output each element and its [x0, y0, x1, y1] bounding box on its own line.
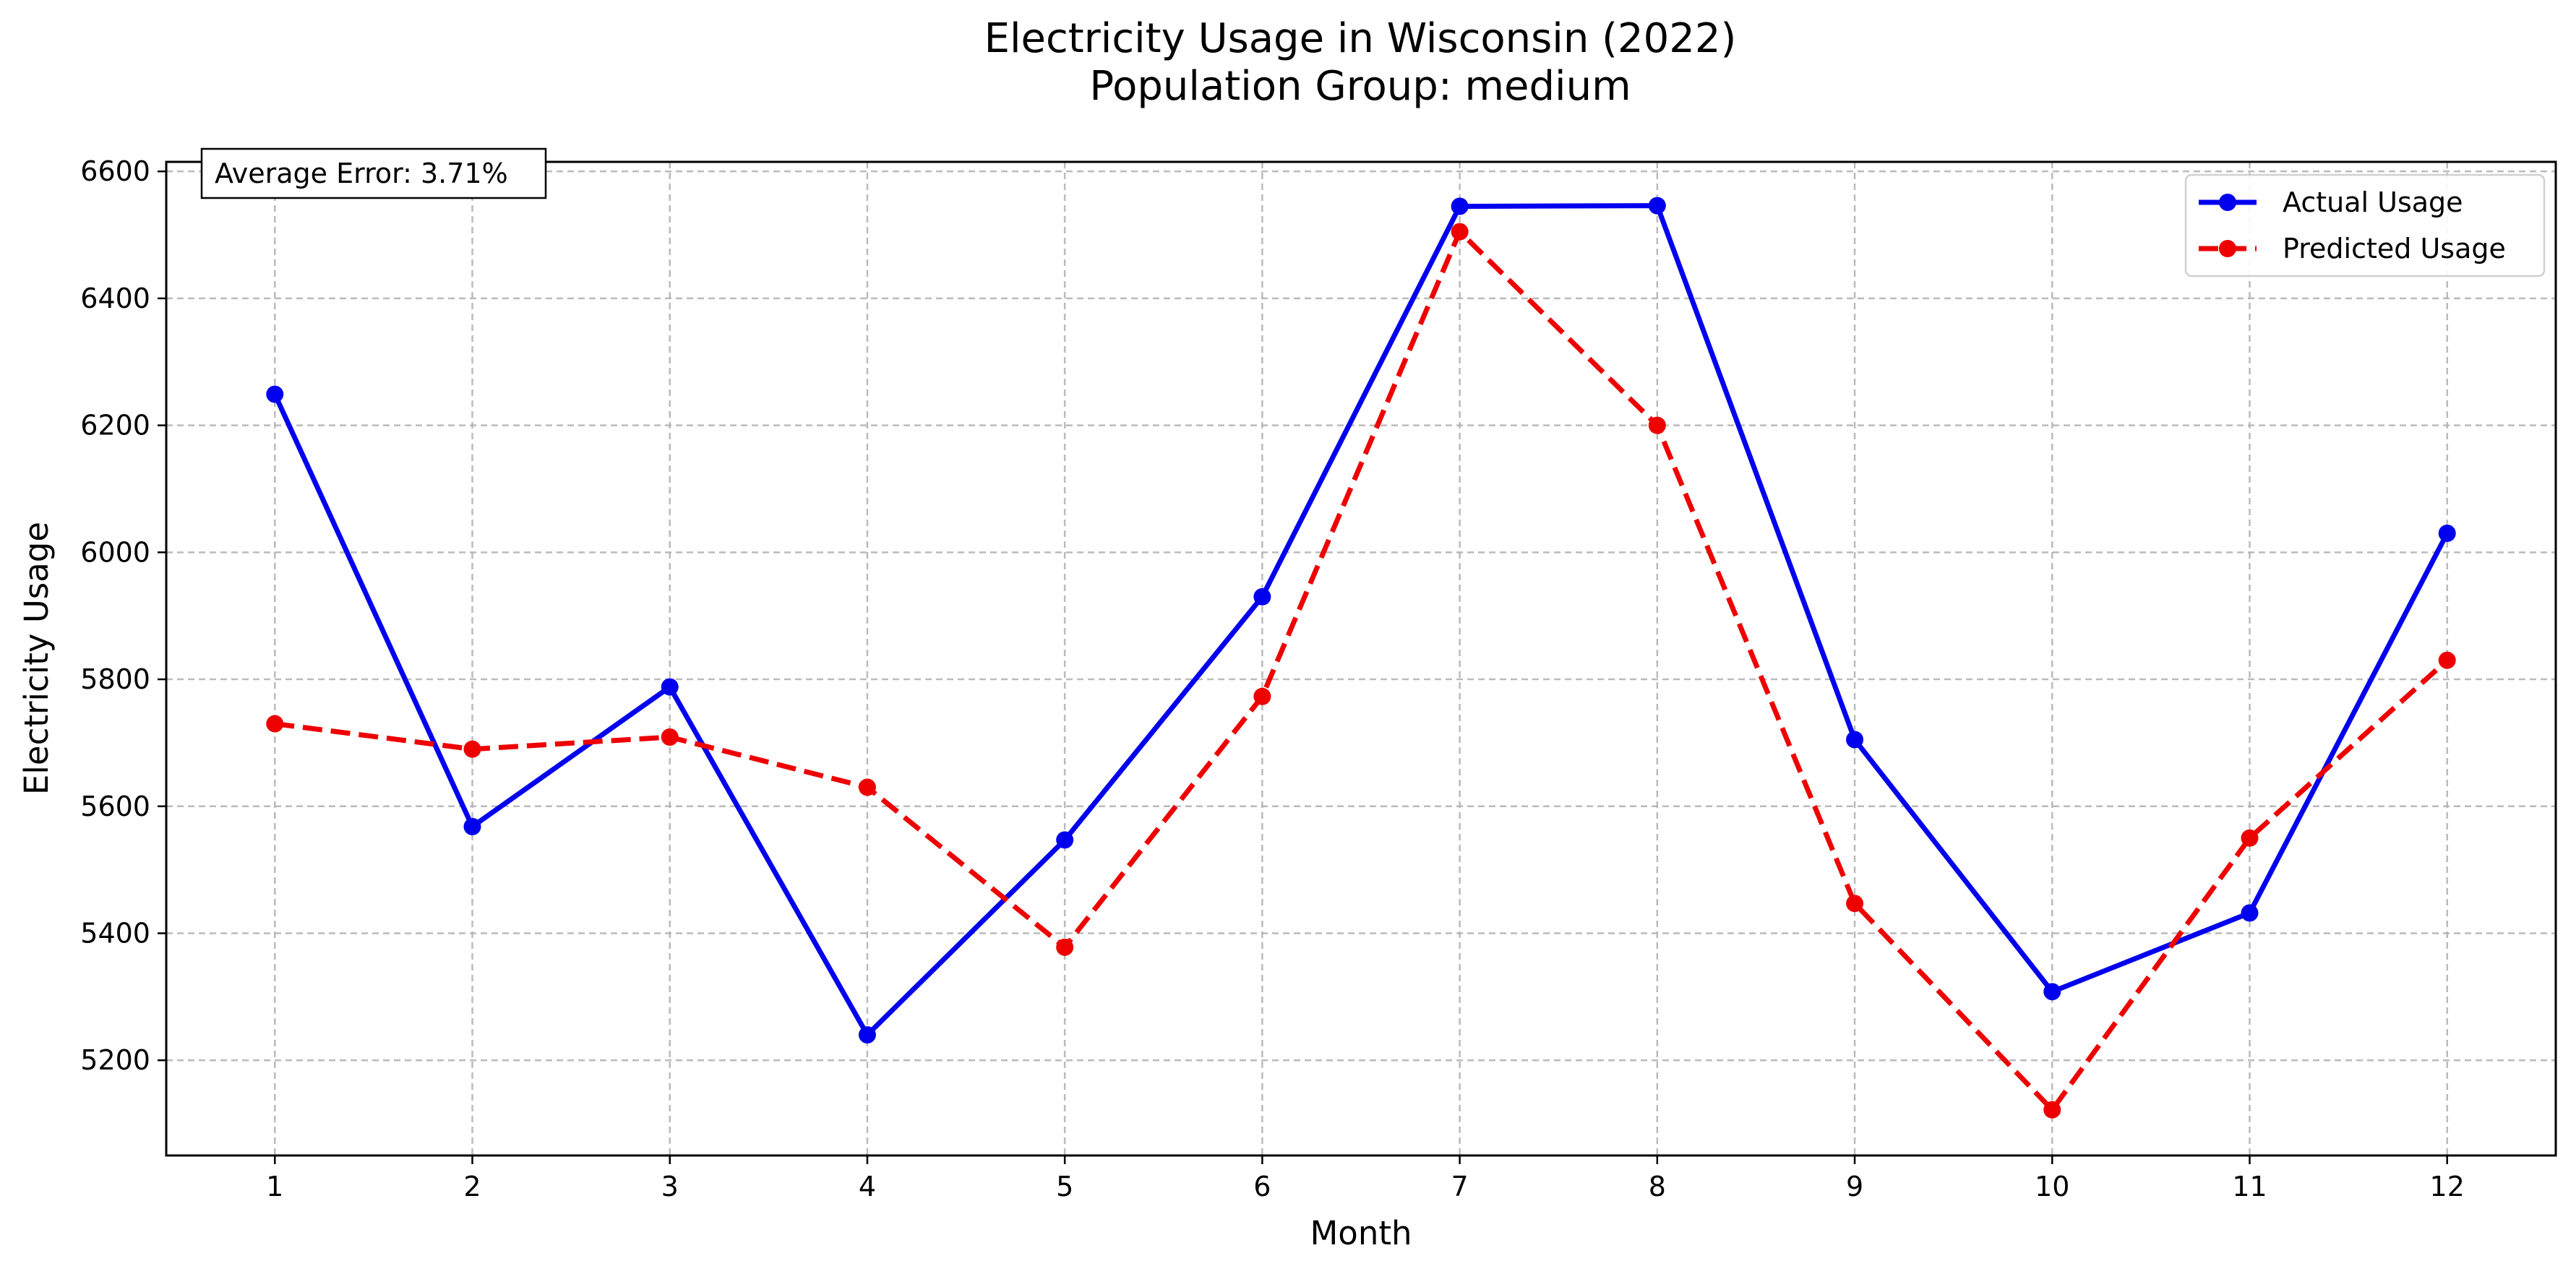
actual-usage-point — [858, 1026, 876, 1044]
actual-usage-series — [266, 197, 2456, 1044]
actual-usage-point — [1648, 197, 1666, 215]
x-tick-label: 5 — [1056, 1171, 1073, 1202]
predicted-usage-point — [2043, 1101, 2061, 1119]
x-tick-label: 12 — [2430, 1171, 2465, 1202]
legend-frame — [2184, 173, 2546, 277]
actual-usage-point — [2438, 524, 2456, 542]
legend-label-predicted-usage: Predicted Usage — [2283, 233, 2506, 264]
y-axis-label: Electricity Usage — [17, 522, 56, 795]
actual-usage-point — [463, 817, 481, 835]
y-tick-label: 6200 — [80, 410, 150, 442]
x-tick-label: 6 — [1253, 1171, 1271, 1202]
predicted-usage-point — [463, 740, 481, 758]
x-tick-label: 7 — [1451, 1171, 1469, 1202]
predicted-usage-point — [2241, 829, 2259, 847]
chart-title: Electricity Usage in Wisconsin (2022) — [984, 15, 1737, 62]
legend-marker-predicted-usage — [2219, 240, 2236, 257]
predicted-usage-point — [2438, 651, 2456, 669]
y-tick-label: 6000 — [80, 536, 150, 568]
x-tick-label: 8 — [1649, 1171, 1666, 1202]
predicted-usage-point — [661, 728, 679, 746]
predicted-usage-point — [1648, 416, 1666, 434]
actual-usage-line — [272, 203, 2450, 1038]
legend-marker-actual-usage — [2219, 194, 2236, 211]
x-tick-label: 10 — [2035, 1171, 2069, 1202]
y-tick-label: 5800 — [80, 663, 150, 695]
actual-usage-point — [266, 385, 284, 403]
annotation-text: Average Error: 3.71% — [215, 158, 508, 189]
predicted-usage-series — [266, 223, 2456, 1119]
actual-usage-point — [2043, 983, 2061, 1001]
predicted-usage-point — [1846, 895, 1864, 913]
predicted-usage-point — [1056, 938, 1074, 956]
y-tick-label: 5400 — [80, 917, 150, 949]
grid — [166, 162, 2556, 1155]
legend-entry-actual-usage: Actual Usage — [2199, 186, 2463, 218]
x-tick-label: 2 — [463, 1171, 481, 1202]
chart-subtitle: Population Group: medium — [1089, 63, 1631, 110]
predicted-usage-point — [266, 715, 284, 733]
predicted-usage-line — [274, 229, 2450, 1113]
actual-usage-point — [1056, 831, 1074, 849]
actual-usage-point — [661, 678, 679, 696]
actual-usage-point — [1846, 731, 1864, 749]
legend: Actual Usage Predicted Usage — [2184, 173, 2546, 277]
x-tick-label: 9 — [1846, 1171, 1863, 1202]
y-axis-ticks: 5200 5400 5600 5800 6000 6200 6400 6600 — [80, 155, 166, 1076]
x-tick-label: 3 — [661, 1171, 679, 1202]
y-tick-label: 5200 — [80, 1044, 150, 1076]
x-tick-label: 1 — [266, 1171, 283, 1202]
y-tick-label: 6600 — [80, 155, 150, 187]
predicted-usage-point — [858, 778, 876, 796]
predicted-usage-point — [1451, 223, 1469, 241]
average-error-annotation: Average Error: 3.71% — [200, 147, 547, 199]
actual-usage-point — [2241, 904, 2259, 922]
x-axis-label: Month — [1310, 1214, 1412, 1252]
series-layer — [266, 197, 2456, 1119]
y-tick-label: 6400 — [80, 283, 150, 314]
plot-frame — [165, 160, 2557, 1157]
predicted-usage-point — [1253, 687, 1271, 705]
x-tick-label: 4 — [859, 1171, 876, 1202]
y-tick-label: 5600 — [80, 791, 150, 822]
actual-usage-point — [1253, 587, 1271, 606]
x-axis-ticks: 1 2 3 4 5 6 7 8 9 10 11 12 — [266, 1155, 2465, 1202]
x-tick-label: 11 — [2232, 1171, 2267, 1202]
legend-label-actual-usage: Actual Usage — [2283, 186, 2463, 218]
legend-entry-predicted-usage: Predicted Usage — [2199, 233, 2506, 264]
actual-usage-point — [1451, 197, 1469, 215]
annotation-frame — [200, 147, 547, 199]
